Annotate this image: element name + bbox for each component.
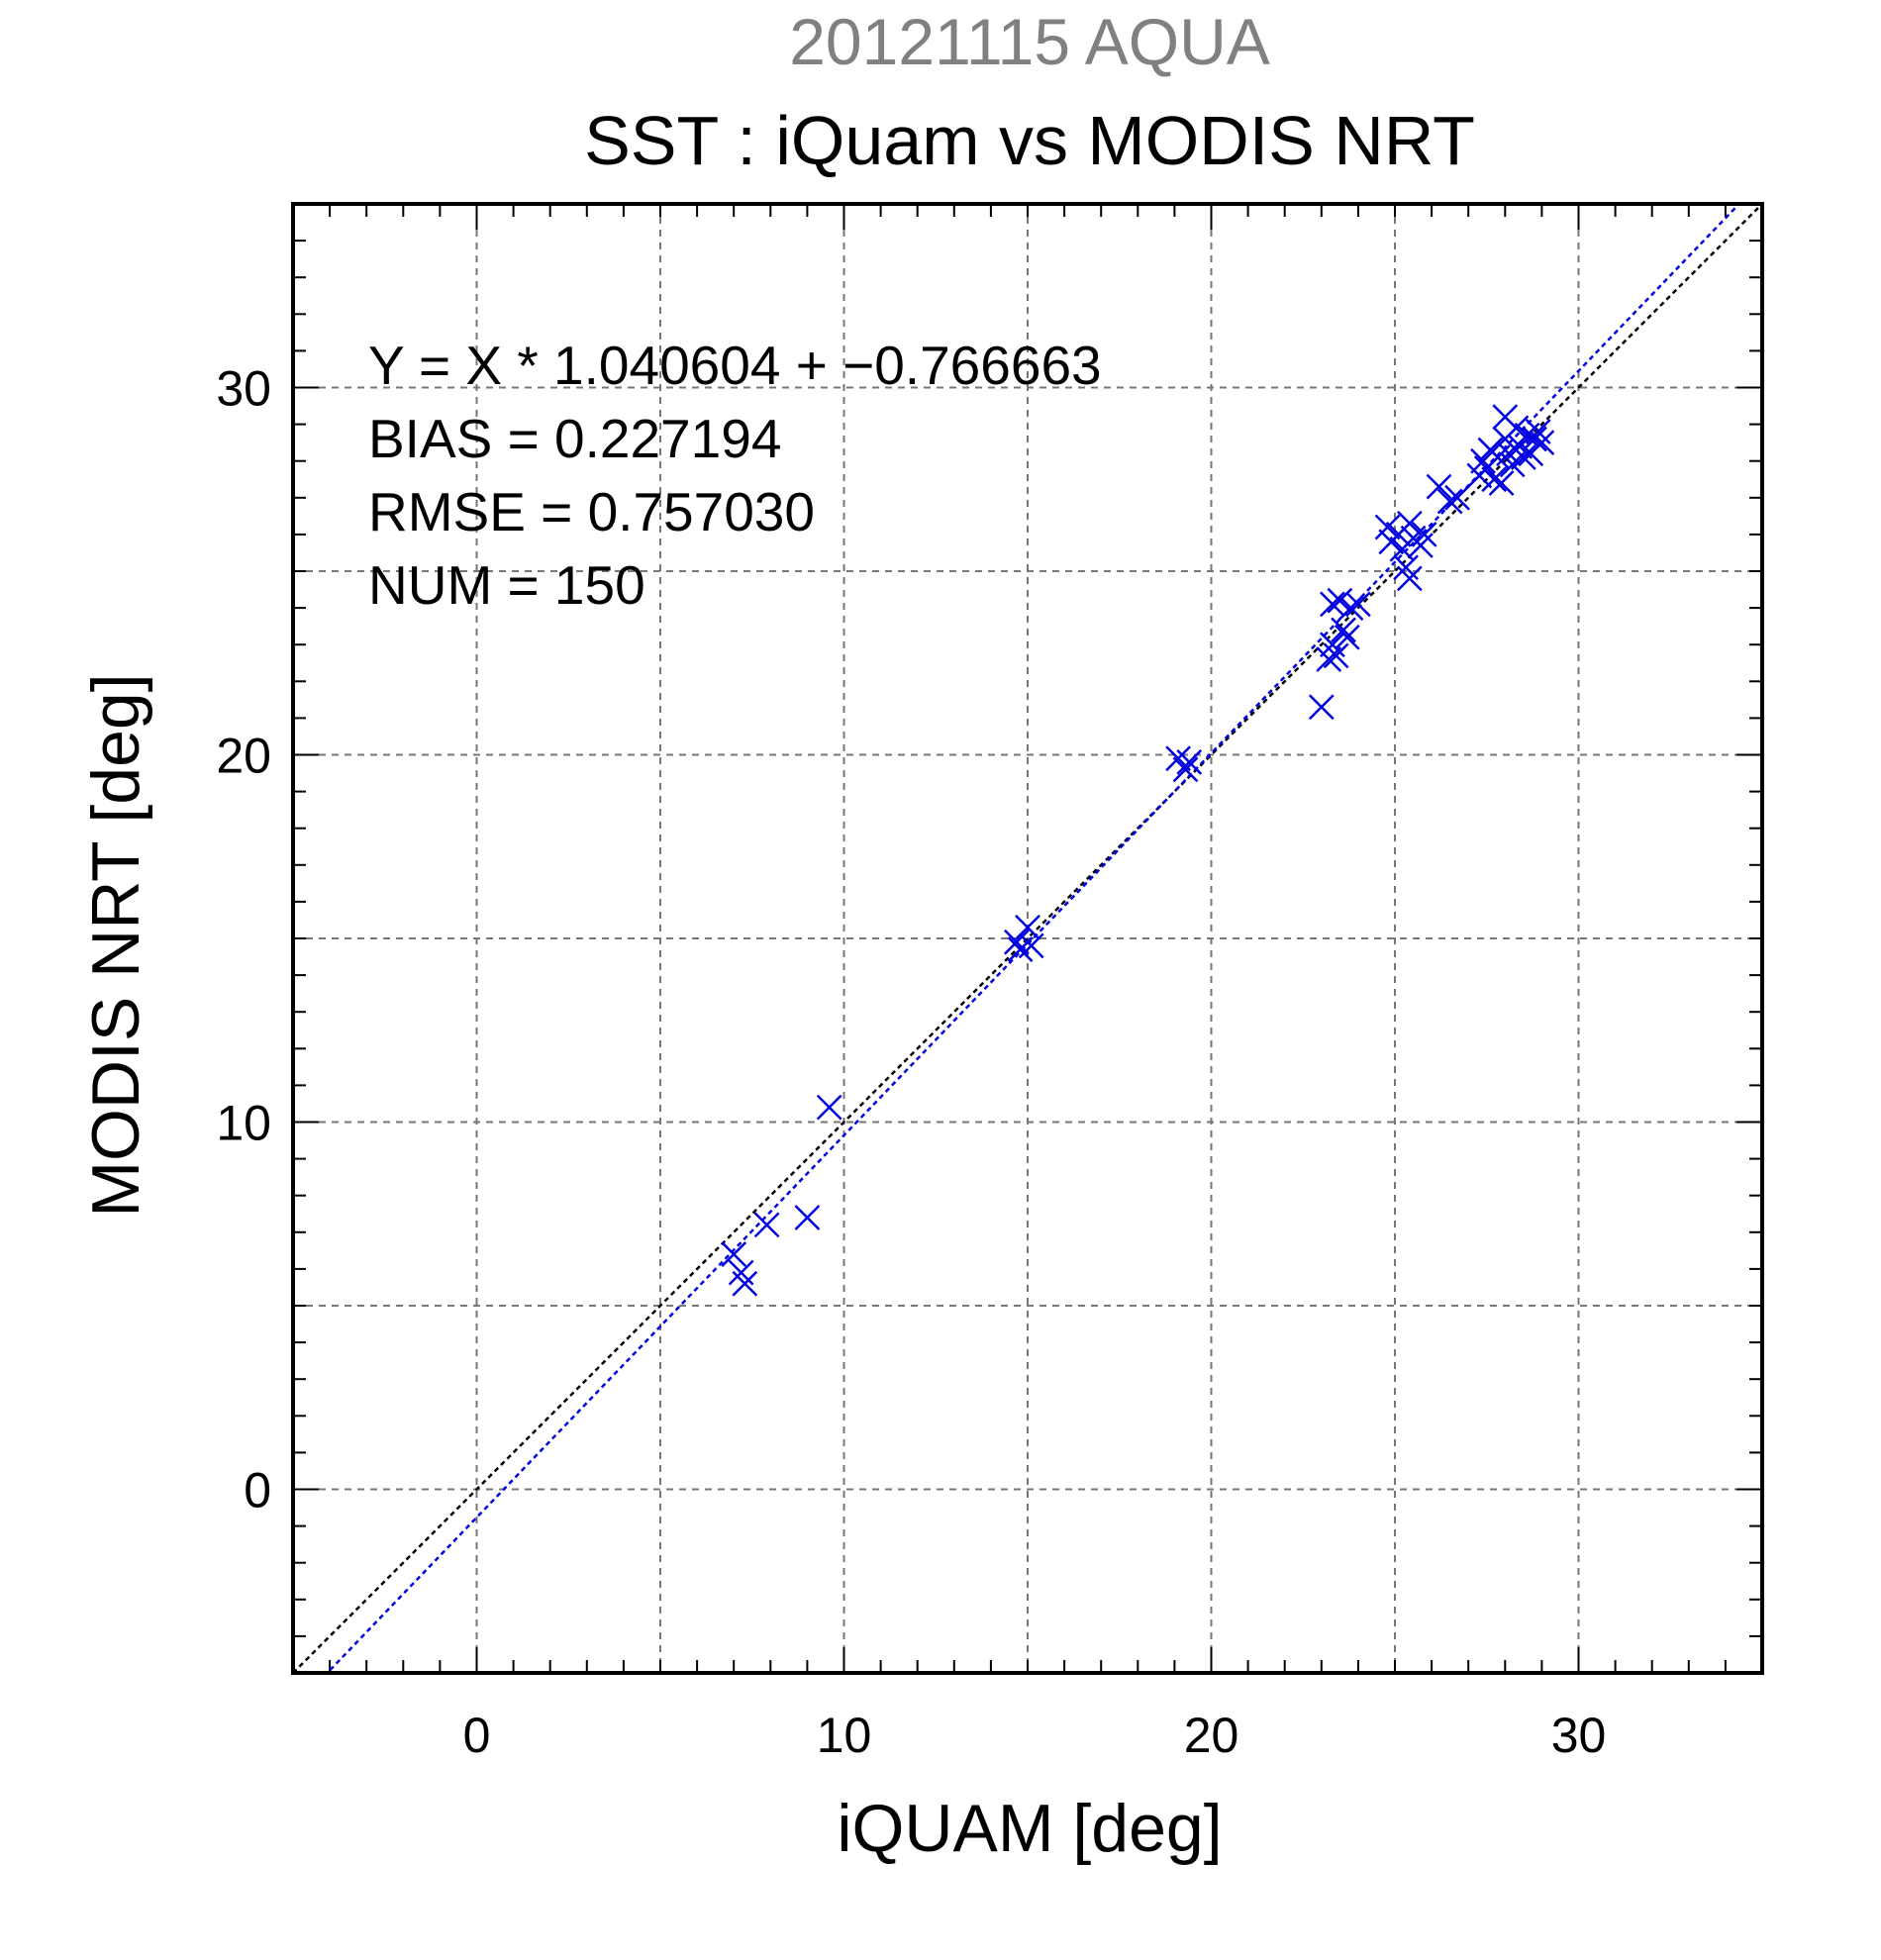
data-point bbox=[1316, 646, 1342, 672]
y-axis-title: MODIS NRT [deg] bbox=[78, 673, 153, 1217]
data-point bbox=[1470, 447, 1496, 474]
data-point bbox=[721, 1241, 747, 1267]
data-point bbox=[753, 1212, 780, 1238]
data-point-stroke bbox=[1337, 595, 1364, 621]
data-point-stroke bbox=[1411, 522, 1437, 547]
data-point-stroke bbox=[1003, 929, 1030, 955]
data-point-stroke bbox=[1393, 554, 1420, 581]
data-point bbox=[1320, 591, 1345, 618]
data-point-stroke bbox=[1316, 646, 1342, 672]
y-tick-label: 0 bbox=[244, 1463, 271, 1519]
data-point bbox=[1003, 929, 1030, 955]
data-point-stroke bbox=[1522, 426, 1547, 452]
data-point bbox=[1176, 749, 1203, 775]
data-point-stroke bbox=[1165, 745, 1191, 772]
data-point-stroke bbox=[1510, 444, 1536, 470]
data-point-stroke bbox=[728, 1259, 754, 1286]
stats-annotation: Y = X * 1.040604 + −0.766663 BIAS = 0.22… bbox=[368, 335, 1102, 616]
data-point-stroke bbox=[1176, 749, 1203, 775]
data-point-stroke bbox=[1018, 932, 1044, 959]
data-point-stroke bbox=[1345, 591, 1371, 618]
data-point bbox=[816, 1094, 842, 1121]
data-point-stroke bbox=[753, 1212, 780, 1238]
data-point bbox=[732, 1270, 758, 1297]
data-point bbox=[1529, 430, 1555, 456]
x-tick-label: 30 bbox=[1551, 1708, 1607, 1763]
data-point bbox=[1481, 466, 1508, 493]
data-point-stroke bbox=[1396, 565, 1423, 592]
data-point bbox=[1331, 617, 1356, 643]
x-tick-label: 0 bbox=[463, 1708, 491, 1763]
data-point-stroke bbox=[1426, 473, 1452, 500]
data-point bbox=[1488, 470, 1515, 496]
data-point bbox=[1345, 591, 1371, 618]
data-point bbox=[1334, 624, 1360, 650]
data-point-stroke bbox=[1499, 451, 1526, 478]
x-tick-label: 10 bbox=[817, 1708, 872, 1763]
data-point-stroke bbox=[1172, 756, 1199, 783]
grid-lines bbox=[293, 204, 1762, 1673]
data-point-stroke bbox=[1444, 484, 1470, 511]
data-point bbox=[1396, 510, 1423, 537]
data-point bbox=[1018, 932, 1044, 959]
data-point-stroke bbox=[1334, 624, 1360, 650]
tick-labels: 0 10 20 30 0 10 20 30 bbox=[216, 361, 1606, 1764]
chart-supertitle: 20121115 AQUA bbox=[789, 5, 1270, 78]
stats-rmse: RMSE = 0.757030 bbox=[368, 481, 815, 542]
data-points bbox=[721, 404, 1555, 1297]
x-tick-label: 20 bbox=[1184, 1708, 1239, 1763]
data-point bbox=[1436, 488, 1463, 515]
stats-num: NUM = 150 bbox=[368, 554, 645, 616]
chart-title: SST : iQuam vs MODIS NRT bbox=[584, 102, 1475, 179]
data-point bbox=[1499, 451, 1526, 478]
data-point-stroke bbox=[1488, 470, 1515, 496]
x-axis-title: iQUAM [deg] bbox=[837, 1791, 1222, 1866]
y-tick-label: 30 bbox=[216, 361, 271, 417]
data-point-stroke bbox=[1323, 642, 1349, 669]
y-tick-label: 20 bbox=[216, 729, 271, 784]
data-point-stroke bbox=[1525, 419, 1551, 444]
data-point-stroke bbox=[1320, 632, 1345, 658]
data-point-stroke bbox=[1436, 488, 1463, 515]
data-point bbox=[794, 1205, 821, 1230]
data-point bbox=[1323, 642, 1349, 669]
data-point bbox=[1308, 694, 1335, 721]
data-point-stroke bbox=[721, 1241, 747, 1267]
data-point bbox=[1374, 514, 1401, 540]
data-point-stroke bbox=[1529, 430, 1555, 456]
data-point-stroke bbox=[1374, 514, 1401, 540]
stats-bias: BIAS = 0.227194 bbox=[368, 408, 781, 469]
data-point-stroke bbox=[1308, 694, 1335, 721]
data-point-stroke bbox=[1481, 466, 1508, 493]
data-point bbox=[1444, 484, 1470, 511]
minor-ticks bbox=[293, 204, 1762, 1673]
data-point bbox=[1510, 444, 1536, 470]
data-point bbox=[1015, 914, 1040, 940]
y-tick-label: 10 bbox=[216, 1096, 271, 1151]
data-point-stroke bbox=[732, 1270, 758, 1297]
data-point bbox=[1396, 565, 1423, 592]
data-point-stroke bbox=[1507, 433, 1534, 459]
data-point-stroke bbox=[1396, 510, 1423, 537]
stats-fit-equation: Y = X * 1.040604 + −0.766663 bbox=[368, 335, 1102, 396]
plot-frame bbox=[291, 202, 1764, 1675]
data-point bbox=[1522, 426, 1547, 452]
data-point-stroke bbox=[1470, 447, 1496, 474]
data-point-stroke bbox=[1331, 617, 1356, 643]
data-point bbox=[1426, 473, 1452, 500]
data-point bbox=[1337, 595, 1364, 621]
data-point-stroke bbox=[816, 1094, 842, 1121]
fit-line bbox=[325, 204, 1741, 1673]
data-point bbox=[1411, 522, 1437, 547]
data-point bbox=[1172, 756, 1199, 783]
data-point-stroke bbox=[794, 1205, 821, 1230]
